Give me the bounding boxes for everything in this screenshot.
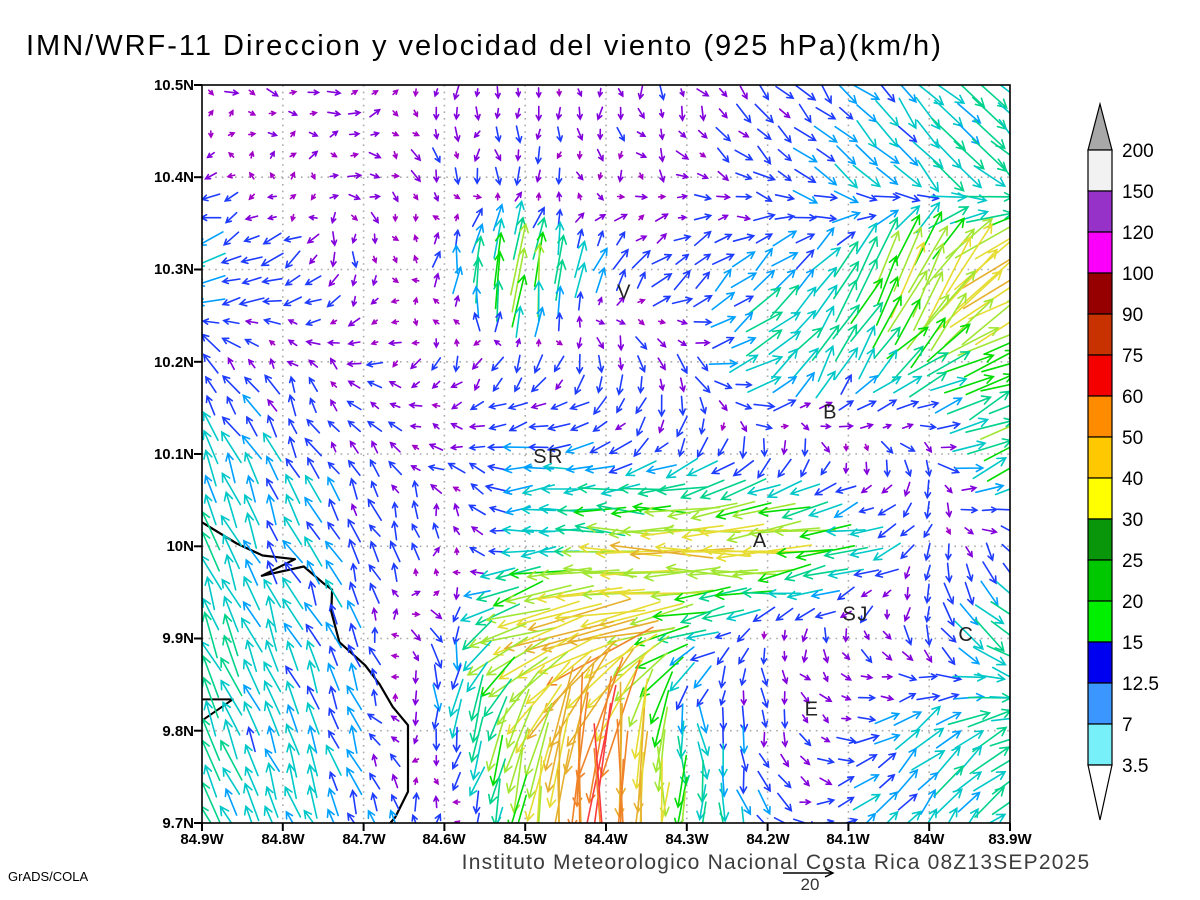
lat-tick-label: 9.7N <box>162 815 194 832</box>
colorbar-tick-label: 150 <box>1122 182 1154 203</box>
colorbar-segment <box>1087 641 1113 684</box>
colorbar-tick-label: 3.5 <box>1122 756 1148 777</box>
colorbar-segment <box>1087 682 1113 725</box>
colorbar-segment <box>1087 313 1113 356</box>
lat-tick-label: 10.5N <box>153 77 194 94</box>
wind-map-canvas: V B SR A SJ C E <box>194 84 1011 831</box>
colorbar-segment <box>1087 149 1113 192</box>
colorbar-tick-label: 20 <box>1122 592 1143 613</box>
colorbar-tick-label: 100 <box>1122 264 1154 285</box>
station-label: SR <box>533 446 564 468</box>
colorbar-tick-label: 90 <box>1122 305 1143 326</box>
lat-tick-label: 10N <box>166 538 194 555</box>
reference-arrow <box>783 868 835 878</box>
lon-tick-label: 84.1W <box>826 831 870 848</box>
colorbar-segment <box>1087 436 1113 479</box>
colorbar-tick-label: 40 <box>1122 469 1143 490</box>
colorbar-tick-label: 12.5 <box>1122 674 1159 695</box>
colorbar: 200 150 120 100 90 75 60 50 40 30 25 20 15 12.5 7 3.5 <box>1087 101 1159 821</box>
lat-tick-label: 9.8N <box>162 723 194 740</box>
wind-map-plot: V B SR A SJ C E 10.5N 10.4N 10.3N 10.2N 10.1N 10N 9.… <box>154 77 1032 848</box>
colorbar-tick-label: 50 <box>1122 428 1143 449</box>
colorbar-segment <box>1087 231 1113 274</box>
grads-credit: GrADS/COLA <box>8 869 89 884</box>
reference-arrow-label: 20 <box>800 875 820 894</box>
lon-tick-label: 84.2W <box>746 831 790 848</box>
colorbar-segment <box>1087 477 1113 520</box>
lon-tick-label: 84W <box>913 831 945 848</box>
colorbar-above-max-arrow <box>1087 101 1113 151</box>
lon-tick-label: 84.5W <box>503 831 547 848</box>
graticule <box>202 85 1010 823</box>
colorbar-tick-label: 120 <box>1122 223 1154 244</box>
lon-tick-label: 83.9W <box>988 831 1032 848</box>
lon-tick-label: 84.9W <box>180 831 224 848</box>
colorbar-segment <box>1087 518 1113 561</box>
wind-vectors <box>202 85 1010 823</box>
station-label: E <box>805 699 820 721</box>
station-label: C <box>958 624 974 646</box>
colorbar-tick-label: 25 <box>1122 551 1143 572</box>
page-title: IMN/WRF-11 Direccion y velocidad del vie… <box>26 30 943 62</box>
station-label: V <box>617 282 632 304</box>
reference-arrow-head-icon <box>824 868 835 878</box>
colorbar-below-min-arrow <box>1087 764 1113 821</box>
colorbar-tick-label: 75 <box>1122 346 1143 367</box>
lon-tick-label: 84.4W <box>584 831 628 848</box>
colorbar-tick-label: 200 <box>1122 141 1154 162</box>
lat-tick-label: 10.1N <box>153 446 194 463</box>
station-label: A <box>753 530 768 552</box>
colorbar-tick-label: 30 <box>1122 510 1143 531</box>
colorbar-segment <box>1087 272 1113 315</box>
lon-tick-label: 84.7W <box>342 831 386 848</box>
colorbar-segment <box>1087 190 1113 233</box>
lon-tick-label: 84.6W <box>422 831 466 848</box>
station-label: SJ <box>843 604 869 626</box>
colorbar-segment <box>1087 354 1113 397</box>
lat-tick-label: 10.2N <box>153 354 194 371</box>
lat-tick-label: 10.4N <box>153 169 194 186</box>
colorbar-tick-label: 60 <box>1122 387 1143 408</box>
lon-tick-label: 84.8W <box>261 831 305 848</box>
colorbar-segment <box>1087 723 1113 766</box>
colorbar-segment <box>1087 600 1113 643</box>
lon-tick-label: 84.3W <box>665 831 709 848</box>
lat-tick-label: 9.9N <box>162 630 194 647</box>
axis-ticks <box>194 84 1011 831</box>
station-labels: V B SR A SJ C E <box>533 282 974 721</box>
station-label: B <box>823 402 838 424</box>
colorbar-tick-label: 7 <box>1122 715 1133 736</box>
footer-caption: Instituto Meteorologico Nacional Costa R… <box>461 851 1091 874</box>
colorbar-tick-label: 15 <box>1122 633 1143 654</box>
coastline <box>202 521 410 823</box>
colorbar-segment <box>1087 395 1113 438</box>
lat-tick-label: 10.3N <box>153 261 194 278</box>
colorbar-segment <box>1087 559 1113 602</box>
